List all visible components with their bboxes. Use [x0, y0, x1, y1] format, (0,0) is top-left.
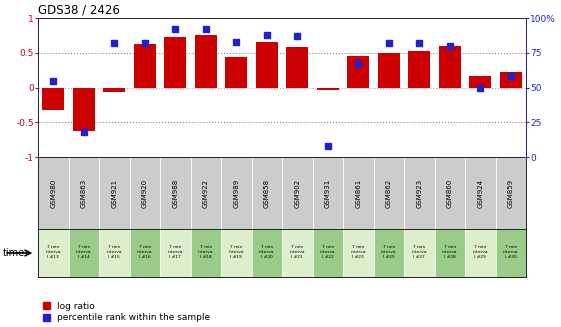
Text: 7 min
interva
l #13: 7 min interva l #13	[45, 246, 61, 259]
Text: 7 min
interva
l #25: 7 min interva l #25	[381, 246, 397, 259]
Bar	[317, 88, 339, 90]
Bar	[160, 157, 191, 229]
Point	[476, 85, 485, 90]
Bar	[312, 157, 343, 229]
Point	[201, 26, 210, 32]
Text: 7 min
interva
l #19: 7 min interva l #19	[228, 246, 244, 259]
Bar	[221, 229, 251, 277]
Bar	[500, 72, 522, 88]
Bar	[495, 157, 526, 229]
Text: GSM980: GSM980	[50, 178, 56, 208]
Bar	[130, 229, 160, 277]
Bar	[191, 157, 221, 229]
Bar	[374, 157, 404, 229]
Bar	[38, 157, 68, 229]
Bar	[408, 51, 430, 88]
Text: GSM902: GSM902	[295, 179, 300, 208]
Text: GSM860: GSM860	[447, 178, 453, 208]
Bar	[99, 229, 130, 277]
Bar	[38, 229, 68, 277]
Bar	[164, 38, 186, 88]
Bar	[282, 229, 312, 277]
Text: 7 min
interva
l #27: 7 min interva l #27	[412, 246, 427, 259]
Bar	[343, 229, 374, 277]
Point	[140, 41, 149, 46]
Text: GSM988: GSM988	[172, 178, 178, 208]
Bar	[103, 88, 125, 92]
Text: GSM862: GSM862	[386, 179, 392, 208]
Bar	[495, 229, 526, 277]
Point	[415, 41, 424, 46]
Point	[110, 41, 119, 46]
Point	[79, 129, 88, 135]
Point	[323, 143, 332, 148]
Text: GSM989: GSM989	[233, 178, 239, 208]
Text: GSM920: GSM920	[142, 179, 148, 208]
Point	[506, 74, 515, 79]
Bar	[134, 44, 156, 88]
Bar	[465, 157, 495, 229]
Text: GSM861: GSM861	[355, 178, 361, 208]
Bar	[435, 157, 465, 229]
Text: 7 min
interva
l #30: 7 min interva l #30	[503, 246, 518, 259]
Bar	[99, 157, 130, 229]
Text: GSM921: GSM921	[111, 179, 117, 208]
Text: GSM923: GSM923	[416, 179, 422, 208]
Bar	[286, 47, 308, 88]
Text: 7 min
interva
l #23: 7 min interva l #23	[351, 246, 366, 259]
Text: 7 min
interva
l #22: 7 min interva l #22	[320, 246, 335, 259]
Text: GSM859: GSM859	[508, 179, 514, 208]
Text: GSM931: GSM931	[325, 178, 331, 208]
Bar	[226, 57, 247, 88]
Bar	[378, 53, 400, 88]
Bar	[343, 157, 374, 229]
Text: 7 min
interva
l #17: 7 min interva l #17	[168, 246, 183, 259]
Text: 7 min
interva
l #29: 7 min interva l #29	[472, 246, 488, 259]
Bar	[221, 157, 251, 229]
Point	[384, 41, 393, 46]
Bar	[191, 229, 221, 277]
Bar	[347, 56, 369, 88]
Text: 7 min
interva
l #16: 7 min interva l #16	[137, 246, 153, 259]
Bar	[404, 157, 435, 229]
Point	[49, 78, 58, 83]
Bar	[465, 229, 495, 277]
Text: 7 min
interva
l #14: 7 min interva l #14	[76, 246, 91, 259]
Point	[354, 61, 363, 66]
Point	[262, 32, 271, 37]
Text: GSM924: GSM924	[477, 179, 483, 208]
Text: time: time	[3, 248, 25, 258]
Text: GSM858: GSM858	[264, 179, 270, 208]
Point	[171, 26, 180, 32]
Text: GSM863: GSM863	[81, 178, 87, 208]
Bar	[374, 229, 404, 277]
Bar	[282, 157, 312, 229]
Text: GSM922: GSM922	[203, 179, 209, 208]
Bar	[195, 35, 217, 88]
Text: 7 min
interva
l #20: 7 min interva l #20	[259, 246, 274, 259]
Bar	[160, 229, 191, 277]
Bar	[251, 229, 282, 277]
Text: 7 min
interva
l #15: 7 min interva l #15	[107, 246, 122, 259]
Bar	[42, 88, 64, 111]
Legend: log ratio, percentile rank within the sample: log ratio, percentile rank within the sa…	[43, 302, 210, 322]
Bar	[130, 157, 160, 229]
Bar	[404, 229, 435, 277]
Bar	[439, 46, 461, 88]
Point	[232, 39, 241, 44]
Bar	[68, 229, 99, 277]
Text: 7 min
interva
l #18: 7 min interva l #18	[198, 246, 214, 259]
Point	[293, 33, 302, 39]
Bar	[435, 229, 465, 277]
Bar	[73, 88, 95, 130]
Text: 7 min
interva
l #28: 7 min interva l #28	[442, 246, 458, 259]
Point	[445, 43, 454, 48]
Bar	[312, 229, 343, 277]
Text: 7 min
interva
l #21: 7 min interva l #21	[289, 246, 305, 259]
Bar	[469, 76, 491, 88]
Bar	[256, 42, 278, 88]
Bar	[251, 157, 282, 229]
Text: GDS38 / 2426: GDS38 / 2426	[38, 4, 120, 17]
Bar	[68, 157, 99, 229]
